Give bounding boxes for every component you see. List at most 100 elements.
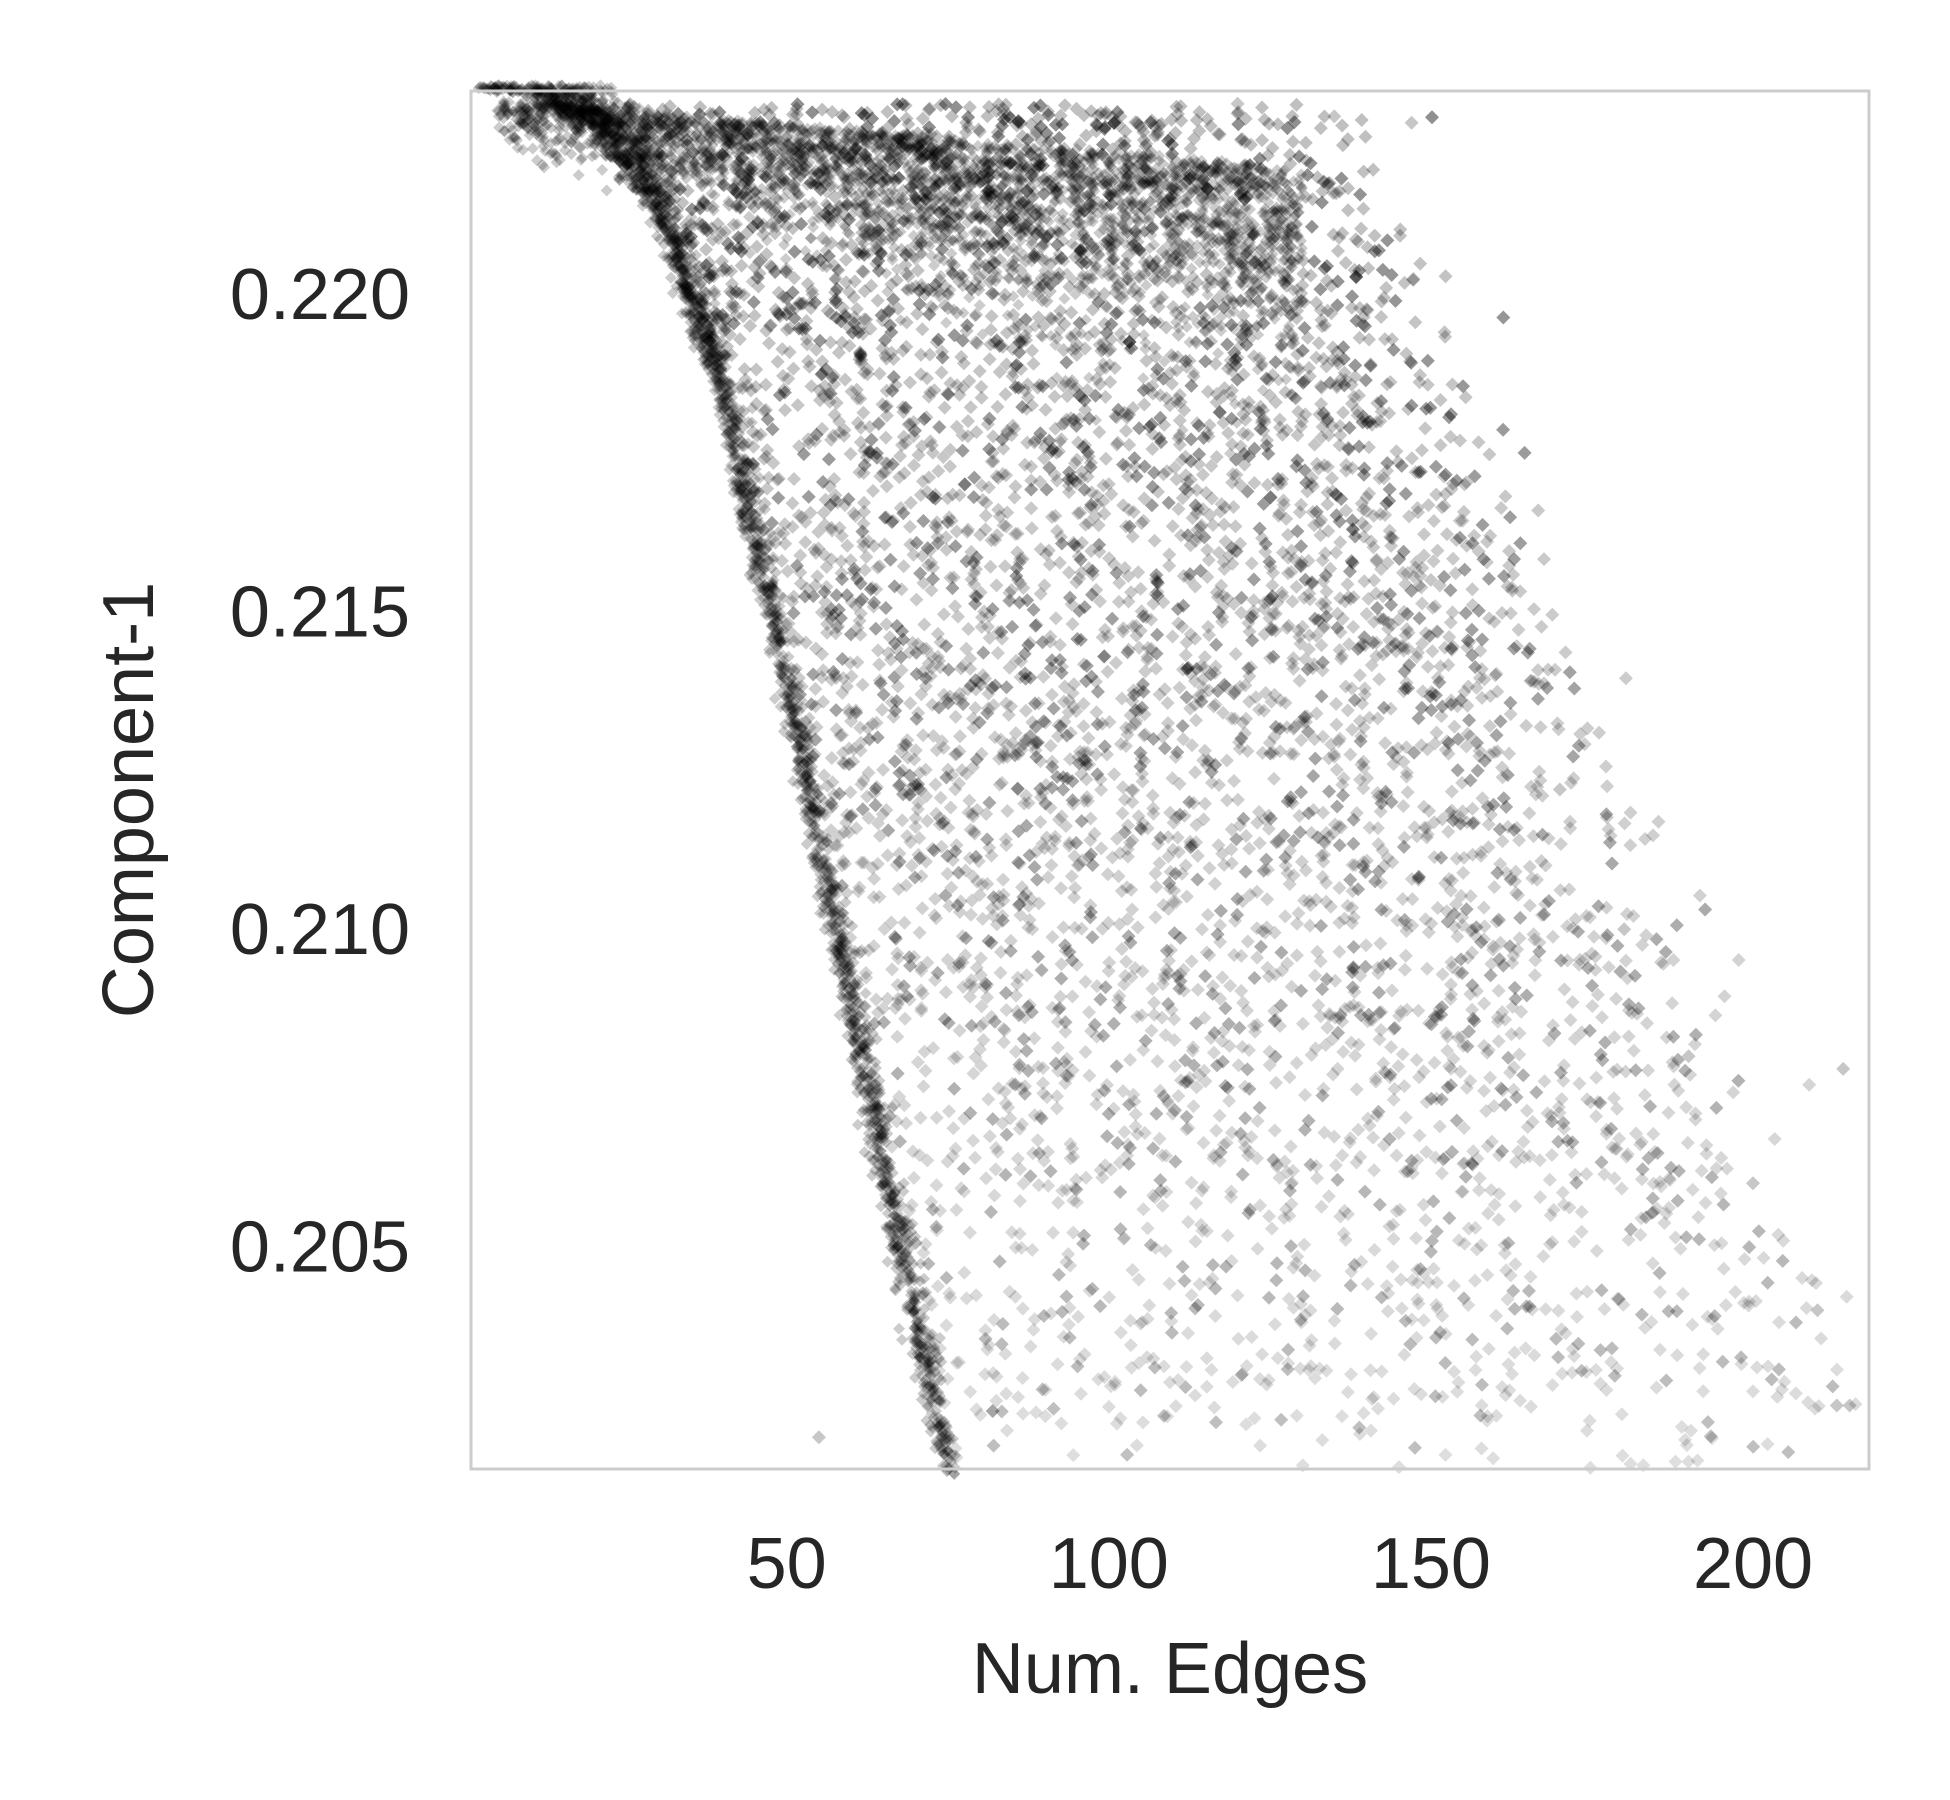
- scatter-point: [914, 1311, 927, 1324]
- scatter-points: [472, 79, 1863, 1481]
- scatter-point: [729, 422, 741, 435]
- scatter-point: [806, 765, 819, 778]
- scatter-point: [928, 1381, 941, 1394]
- scatter-point: [606, 135, 619, 148]
- scatter-point: [600, 109, 613, 122]
- scatter-point: [782, 676, 795, 689]
- scatter-point: [798, 757, 811, 770]
- scatter-point: [594, 129, 607, 142]
- scatter-point: [762, 606, 775, 619]
- scatter-point: [717, 404, 730, 417]
- scatter-point: [823, 875, 836, 888]
- scatter-point: [574, 106, 587, 119]
- scatter-point: [703, 333, 716, 346]
- scatter-point: [836, 932, 849, 944]
- scatter-point: [884, 1184, 897, 1197]
- scatter-point: [669, 239, 682, 252]
- scatter-point: [881, 1207, 894, 1220]
- scatter-point: [635, 161, 648, 174]
- scatter-point: [532, 80, 545, 93]
- scatter-point: [742, 475, 755, 488]
- scatter-point: [886, 1166, 899, 1179]
- scatter-point: [828, 909, 841, 922]
- scatter-point: [855, 1041, 868, 1054]
- scatter-point: [696, 313, 708, 326]
- scatter-point: [931, 1437, 944, 1450]
- scatter-point: [837, 935, 850, 948]
- scatter-point: [809, 782, 821, 795]
- scatter-point: [878, 1101, 891, 1114]
- scatter-point: [703, 328, 716, 341]
- scatter-point: [891, 1242, 904, 1255]
- scatter-point: [935, 1431, 948, 1444]
- scatter-point: [824, 896, 837, 909]
- scatter-point: [751, 529, 764, 542]
- scatter-point: [872, 1087, 885, 1100]
- scatter-point: [910, 1336, 923, 1349]
- scatter-point: [643, 184, 656, 197]
- scatter-point: [603, 112, 616, 125]
- scatter-point: [603, 117, 616, 130]
- scatter-point: [596, 127, 608, 140]
- scatter-point: [871, 1099, 884, 1112]
- scatter-point: [800, 778, 813, 791]
- scatter-point: [689, 289, 702, 302]
- scatter-point: [869, 1100, 882, 1112]
- scatter-point: [642, 175, 655, 188]
- scatter-point: [580, 101, 593, 114]
- scatter-point: [751, 533, 764, 546]
- scatter-point: [722, 385, 735, 398]
- scatter-point: [733, 478, 746, 491]
- scatter-point: [816, 900, 829, 913]
- scatter-point: [913, 1327, 926, 1340]
- scatter-point: [786, 681, 799, 694]
- scatter-point: [647, 204, 659, 217]
- scatter-point: [717, 392, 730, 405]
- scatter-point: [860, 1050, 873, 1062]
- scatter-point: [727, 409, 740, 422]
- scatter-point: [806, 849, 819, 862]
- scatter-point: [649, 213, 662, 226]
- scatter-point: [931, 1421, 944, 1434]
- scatter-point: [927, 1411, 940, 1424]
- scatter-point: [663, 250, 676, 263]
- scatter-point: [630, 172, 642, 185]
- scatter-point: [924, 1355, 937, 1368]
- scatter-point: [560, 99, 572, 112]
- scatter-point: [645, 156, 658, 169]
- scatter-point: [645, 200, 658, 213]
- scatter-point: [587, 94, 600, 107]
- scatter-point: [942, 1434, 954, 1447]
- scatter-point: [583, 112, 596, 125]
- scatter-point: [599, 141, 612, 154]
- scatter-point: [894, 1279, 907, 1292]
- scatter-point: [833, 967, 846, 980]
- scatter-point: [840, 975, 853, 988]
- scatter-point: [611, 130, 624, 143]
- scatter-point: [576, 108, 589, 121]
- scatter-point: [657, 249, 670, 262]
- scatter-point: [618, 141, 631, 154]
- scatter-point: [937, 1447, 950, 1460]
- scatter-point: [701, 329, 714, 341]
- scatter-point: [927, 1386, 940, 1399]
- scatter-point: [718, 401, 731, 413]
- scatter-point: [857, 1070, 870, 1082]
- scatter-point: [802, 827, 815, 840]
- scatter-point: [744, 522, 757, 535]
- scatter-point: [739, 524, 752, 536]
- scatter-point: [894, 1221, 907, 1234]
- scatter-point: [690, 324, 703, 337]
- scatter-point: [872, 1130, 885, 1143]
- scatter-point: [810, 851, 823, 864]
- scatter-point: [712, 378, 725, 391]
- scatter-point: [612, 120, 625, 133]
- scatter-point: [919, 1374, 932, 1386]
- scatter-point: [576, 106, 589, 119]
- scatter-point: [630, 130, 643, 143]
- scatter-point: [545, 97, 558, 110]
- scatter-point: [631, 115, 644, 128]
- scatter-point: [657, 198, 670, 211]
- scatter-point: [856, 1080, 868, 1092]
